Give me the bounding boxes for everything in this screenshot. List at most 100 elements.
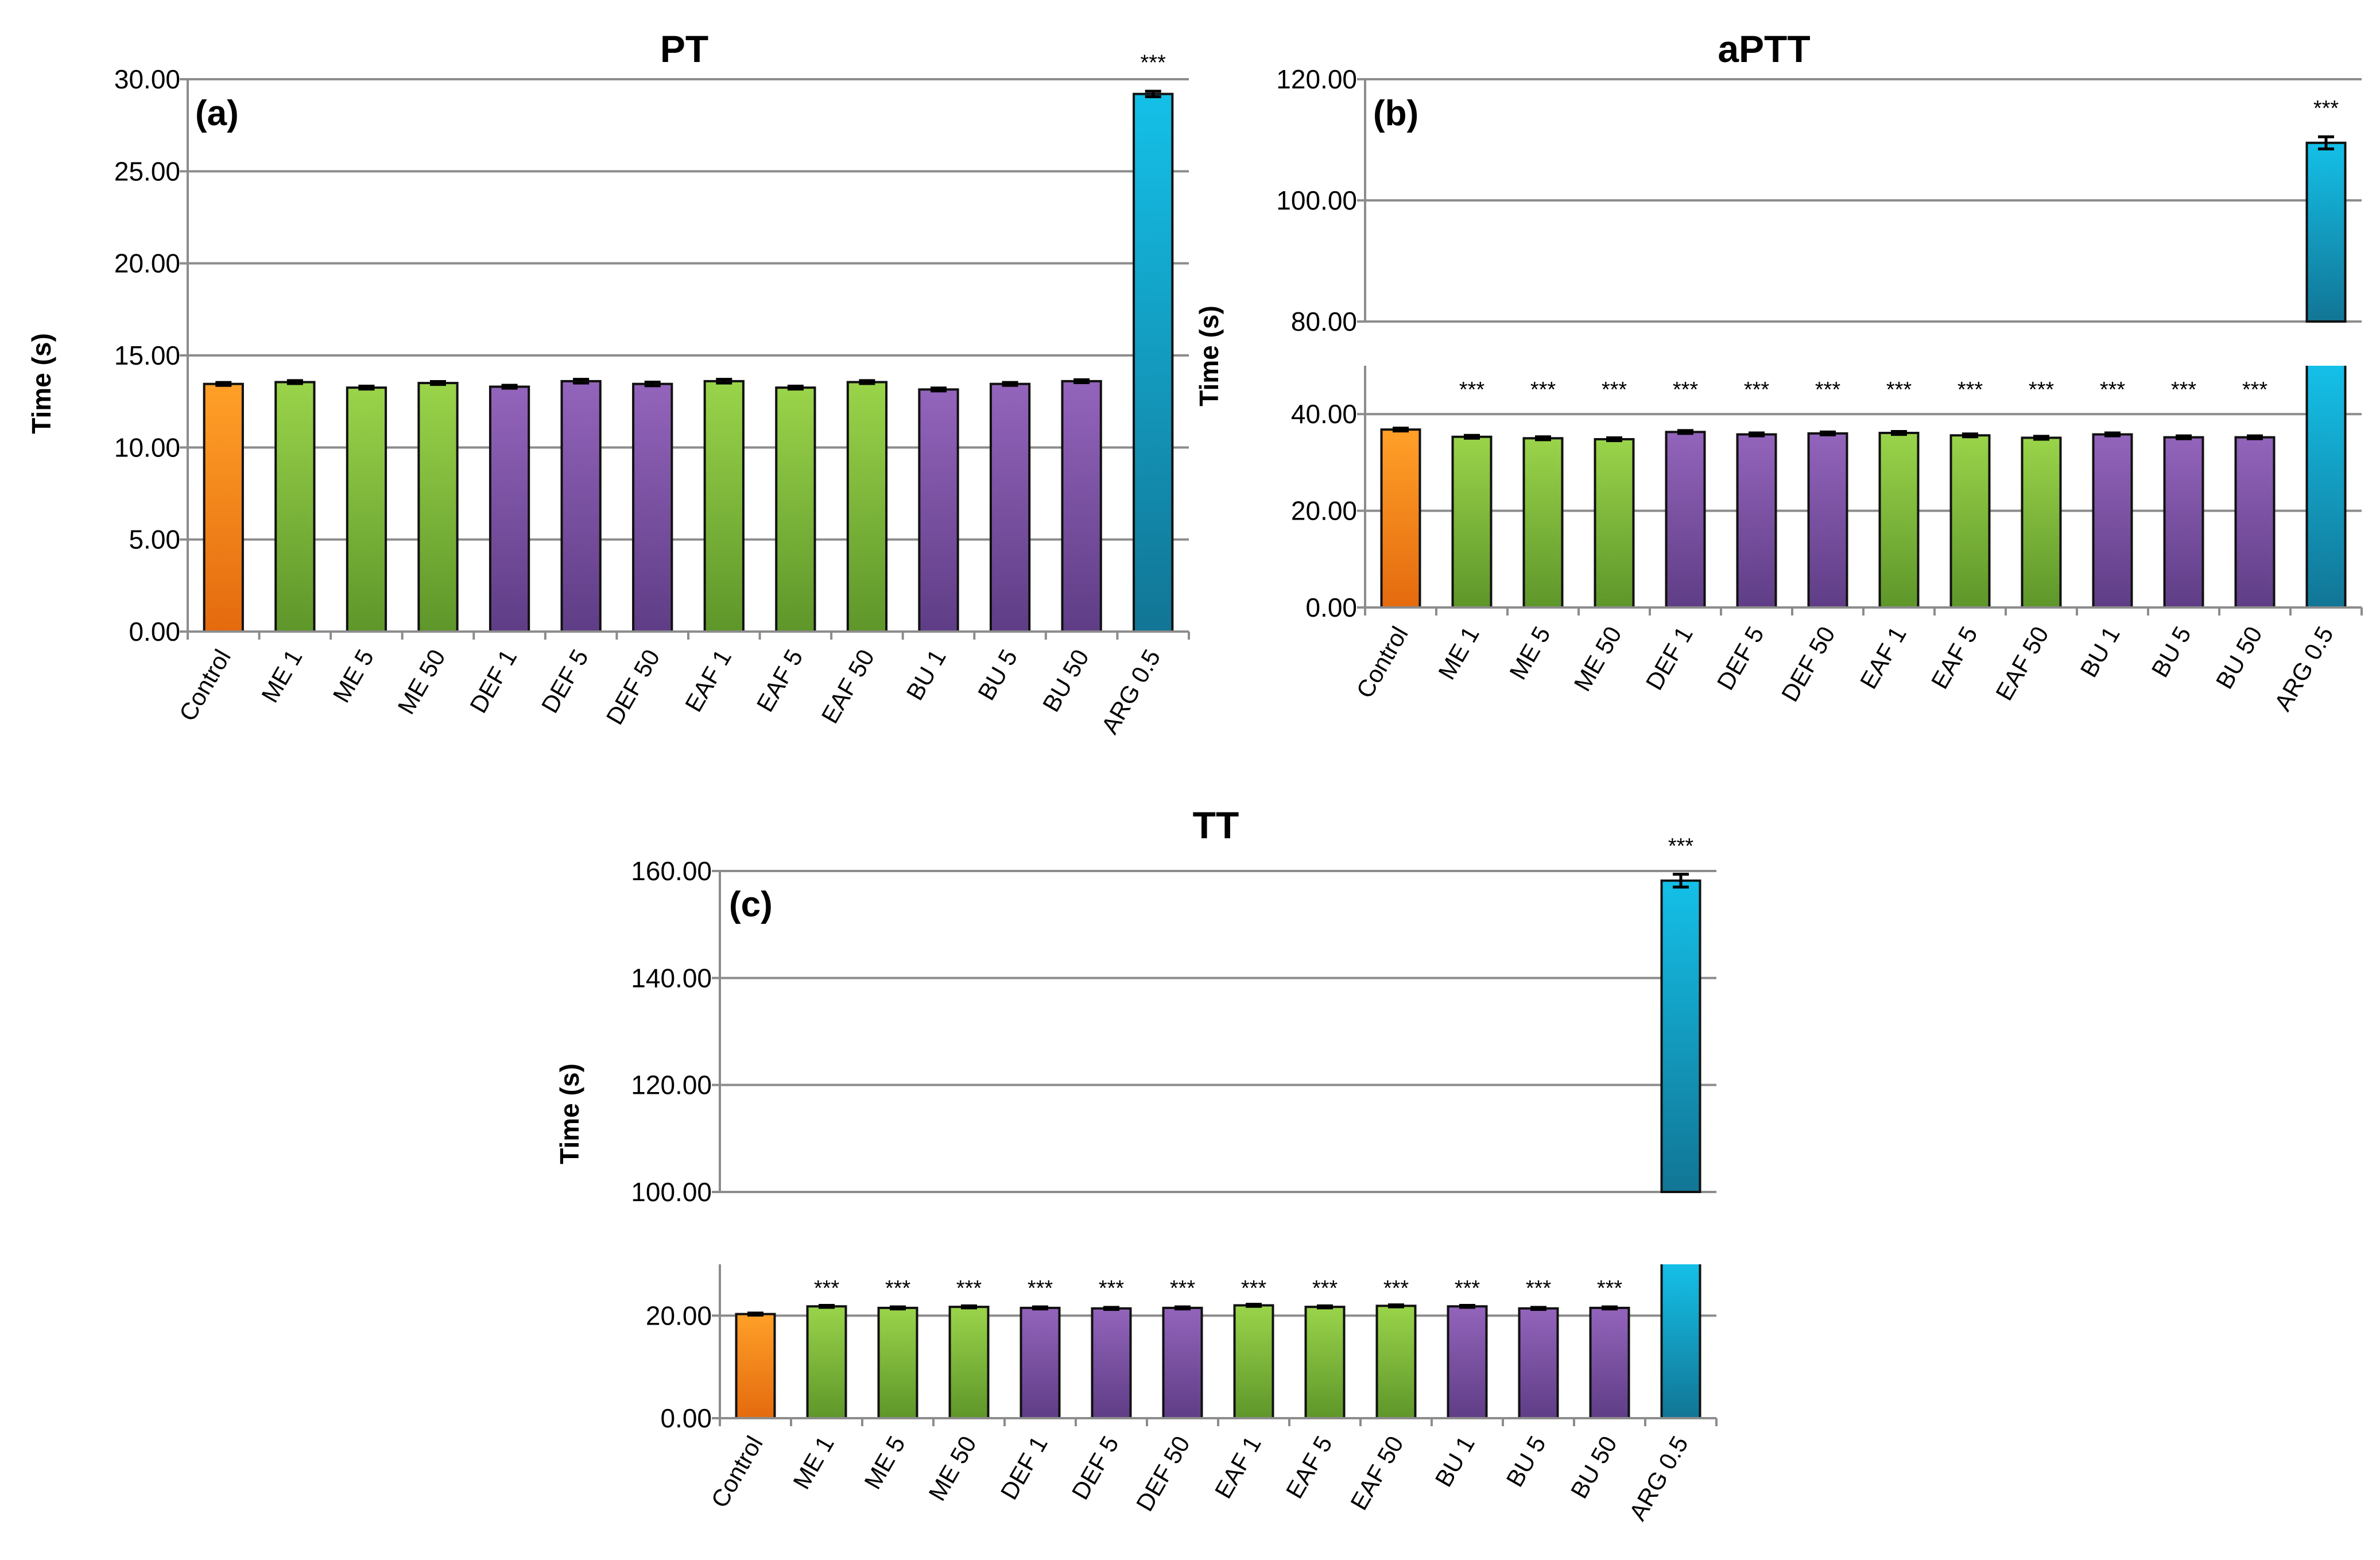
bar: [877, 1306, 918, 1420]
error-bar: [644, 380, 661, 388]
error-bar: [215, 381, 232, 387]
significance-label: ***: [814, 1276, 840, 1300]
x-tick-label: DEF 5: [1067, 1431, 1124, 1504]
significance-label: ***: [885, 1276, 911, 1300]
panel-label-c: (c): [729, 885, 773, 924]
y-tick-label: 10.00: [114, 432, 180, 462]
error-bar: [1677, 429, 1693, 435]
bar: [1878, 432, 1920, 609]
x-tick-label: EAF 50: [1345, 1431, 1409, 1515]
x-tick-label: Control: [1351, 622, 1413, 703]
error-bar: [747, 1311, 763, 1317]
error-bar: [961, 1304, 977, 1310]
bar: [1807, 432, 1848, 609]
x-tick-label: DEF 50: [1776, 622, 1840, 706]
significance-label: ***: [1597, 1276, 1623, 1300]
significance-label: ***: [1958, 378, 1983, 402]
bar: [1233, 1304, 1274, 1419]
x-tick-label: BU 50: [1037, 645, 1094, 717]
error-bar: [1175, 1305, 1191, 1311]
y-tick-label: 15.00: [114, 340, 180, 370]
bar: [1091, 1307, 1132, 1419]
significance-label: ***: [1170, 1276, 1196, 1300]
x-tick-label: ME 1: [256, 645, 308, 707]
x-tick-label: BU 50: [1565, 1431, 1622, 1503]
panel-pt: PT (a) Time (s) 0.00 5.00 10.00 15.00 20.00 2…: [26, 28, 1190, 738]
y-tick-label: 100.00: [631, 1177, 712, 1207]
error-bar: [2247, 434, 2263, 440]
x-tick-label: EAF 1: [680, 645, 737, 717]
y-tick-label: 80.00: [1291, 307, 1357, 336]
error-bar: [2104, 431, 2121, 438]
bar: [2305, 141, 2347, 323]
bar: [1594, 438, 1635, 609]
y-tick-label: 5.00: [129, 525, 180, 555]
x-tick-label: ARG 0.5: [1624, 1431, 1693, 1525]
x-tick-label: BU 5: [972, 645, 1022, 704]
error-bar: [1032, 1305, 1048, 1311]
bar: [1380, 428, 1421, 609]
y-tick-label: 20.00: [1291, 496, 1357, 526]
significance-label: ***: [1526, 1276, 1552, 1300]
error-bar: [716, 378, 732, 385]
error-bar: [890, 1305, 906, 1311]
x-tick-label: DEF 50: [601, 645, 665, 729]
significance-label: ***: [1099, 1276, 1125, 1300]
x-tick-label: EAF 5: [1926, 622, 1983, 694]
bar: [1518, 1307, 1559, 1419]
x-tick-label: ME 50: [1568, 622, 1626, 696]
x-tick-label: DEF 1: [995, 1431, 1053, 1504]
x-tick-label: DEF 1: [464, 645, 522, 718]
error-bar: [1145, 90, 1161, 98]
x-tick-label: BU 1: [901, 645, 951, 704]
significance-label: ***: [2242, 378, 2268, 402]
y-tick-label: 0.00: [1305, 593, 1357, 622]
x-tick-label: ARG 0.5: [2269, 622, 2339, 715]
error-bar: [1103, 1306, 1119, 1311]
significance-label: ***: [956, 1276, 982, 1300]
significance-label: ***: [1383, 1276, 1409, 1300]
error-bar: [430, 380, 446, 386]
y-tick-label: 40.00: [1291, 399, 1357, 429]
x-tick-label: ME 5: [1504, 622, 1556, 684]
x-tick-label: EAF 50: [816, 645, 879, 728]
x-tick-label: ME 50: [392, 645, 450, 719]
x-tick-label: EAF 5: [751, 645, 808, 717]
x-tick-label: BU 1: [2075, 622, 2125, 682]
x-tick-label: BU 1: [1429, 1431, 1479, 1491]
panel-label-a: (a): [195, 94, 239, 133]
bar: [1061, 380, 1102, 633]
error-bar: [501, 384, 518, 390]
significance-label: ***: [1744, 378, 1770, 402]
bar: [1375, 1304, 1417, 1420]
y-tick-label: 140.00: [631, 963, 712, 993]
bar: [1589, 1306, 1630, 1420]
error-bar: [2176, 434, 2192, 440]
error-bar: [2033, 435, 2049, 441]
x-tick-label: Control: [174, 645, 236, 726]
bar: [703, 380, 745, 633]
x-tick-label: Control: [706, 1431, 768, 1512]
error-bar: [1535, 435, 1551, 442]
bar: [1736, 433, 1777, 609]
significance-label: ***: [1815, 378, 1841, 402]
error-bar: [358, 385, 375, 391]
y-tick-label: 20.00: [646, 1300, 712, 1330]
panel-label-b: (b): [1373, 94, 1418, 133]
bar: [775, 386, 816, 633]
bar: [846, 381, 888, 633]
x-tick-label: BU 5: [2146, 622, 2196, 682]
bar: [274, 381, 316, 633]
significance-label: ***: [1530, 378, 1556, 402]
x-tick-label: BU 5: [1501, 1431, 1551, 1491]
x-tick-label: EAF 5: [1281, 1431, 1338, 1503]
y-tick-label: 0.00: [129, 617, 180, 647]
x-tick-label: DEF 1: [1641, 622, 1698, 695]
error-bar: [859, 379, 875, 385]
bar: [1304, 1306, 1346, 1420]
error-bar: [931, 386, 947, 393]
significance-label: ***: [1886, 378, 1912, 402]
bar: [1665, 431, 1706, 609]
error-bar: [573, 378, 590, 385]
